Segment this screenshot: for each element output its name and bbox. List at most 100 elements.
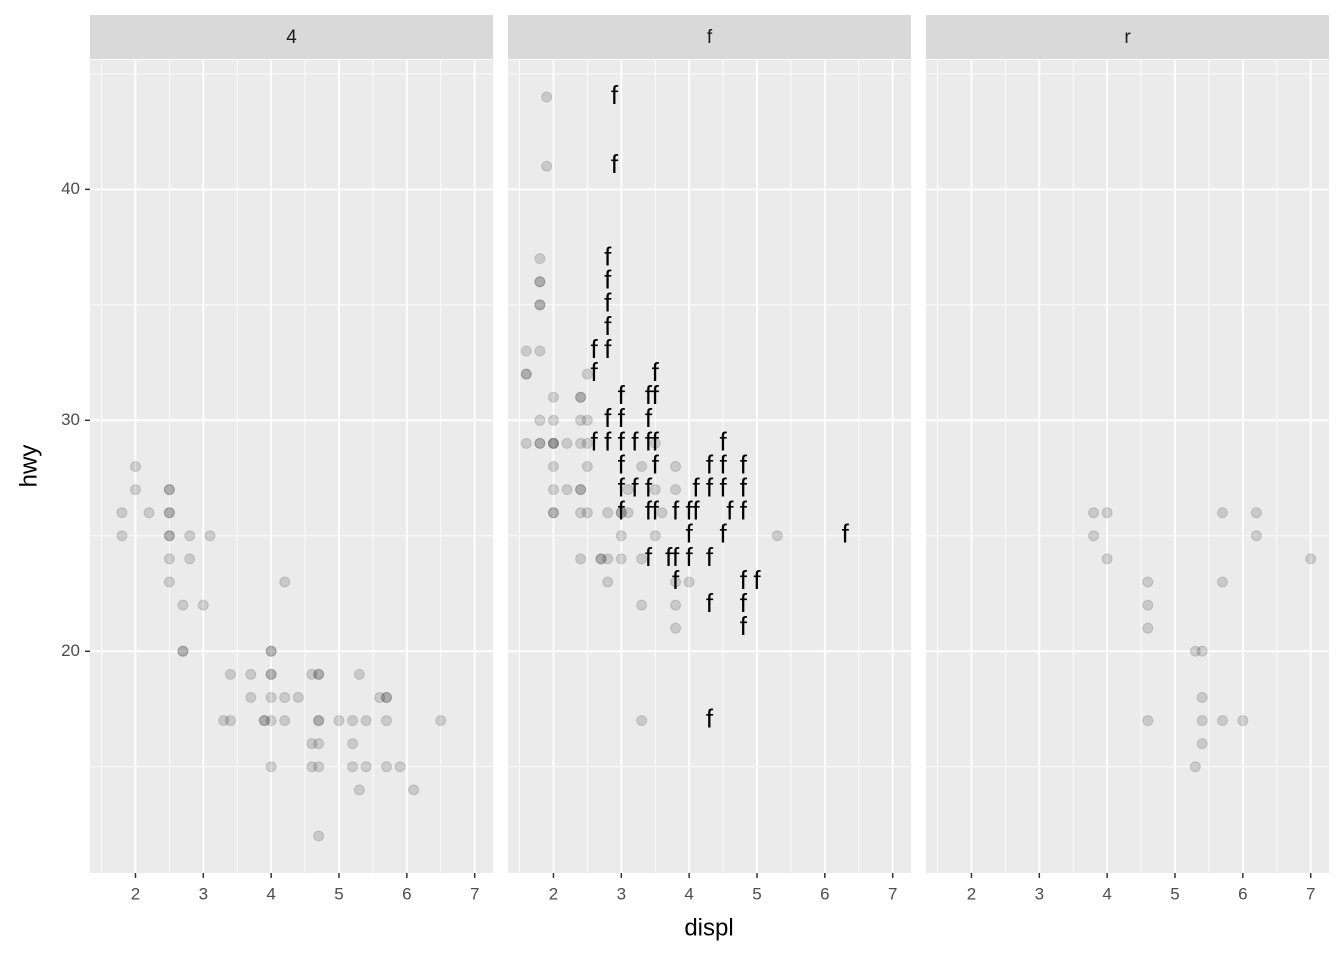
point [306,738,318,750]
point-label: f [652,449,660,479]
point-label: f [611,80,619,110]
y-tick-label: 20 [61,641,80,660]
point [520,437,532,449]
point [163,507,175,519]
point [561,437,573,449]
point [265,691,277,703]
point [245,668,257,680]
point [1088,530,1100,542]
point [581,461,593,472]
point [306,668,318,680]
x-tick-label: 5 [334,884,343,903]
point-label: f [604,311,612,341]
point-label: f [618,403,626,433]
point [279,691,291,703]
point [1237,715,1249,727]
point [313,715,325,727]
x-tick-label: 7 [470,884,479,903]
point [380,715,392,727]
point [116,507,128,519]
point-label: f [604,426,612,456]
point [1088,507,1100,519]
point [547,507,559,519]
point [184,530,196,542]
point-label: f [604,265,612,295]
x-tick-label: 6 [402,884,411,903]
point-label: f [591,357,599,387]
point [380,761,392,773]
point [547,484,559,496]
panel-background [508,60,911,873]
point-label: f [706,588,714,618]
point [353,784,365,796]
point [636,461,648,472]
point [1142,622,1154,634]
point [1196,691,1208,703]
point [163,576,175,588]
point [224,715,236,727]
y-tick-label: 40 [61,179,80,198]
x-tick-label: 4 [266,884,275,903]
point [435,715,447,727]
point [1216,576,1228,588]
point [380,691,392,703]
point [575,391,587,403]
x-tick-label: 7 [1306,884,1315,903]
point [615,507,627,519]
point-label: f [604,334,612,364]
strip-label: r [1124,27,1131,48]
point [595,553,607,565]
strip [90,15,493,59]
strip [926,15,1329,59]
point [547,507,559,519]
point [636,599,648,611]
point-label: f [719,449,727,479]
point [541,91,553,103]
point [547,437,559,449]
point [1250,530,1262,542]
point [575,391,587,403]
point-label: f [645,426,653,456]
y-axis-title: hwy [15,445,42,488]
point [265,645,277,657]
point-label: f [618,449,626,479]
point [265,715,277,727]
point [1189,645,1201,657]
point [561,484,573,496]
point [602,553,614,565]
panel-background [90,60,493,873]
point-label: f [631,472,639,502]
point [129,484,141,496]
point [602,576,614,588]
point [265,668,277,680]
x-tick-label: 2 [549,884,558,903]
point [408,784,420,796]
strip [508,15,911,59]
point-label: f [604,288,612,318]
point [265,645,277,657]
panel-background [926,60,1329,873]
point [636,715,648,727]
point [197,599,209,611]
point-label: f [740,449,748,479]
point [649,484,661,496]
point-label: f [611,149,619,179]
point [347,715,359,727]
point [143,507,155,519]
point [534,345,546,357]
strip-label: f [707,27,713,48]
point [670,484,682,496]
point [279,576,291,588]
point [615,507,627,519]
point [534,276,546,288]
point [177,645,189,657]
point [1101,507,1113,519]
point [245,691,257,703]
point [615,553,627,565]
point [520,368,532,380]
point-label: f [618,380,626,410]
point-label: f [591,426,599,456]
point [1250,507,1262,519]
point [279,715,291,727]
